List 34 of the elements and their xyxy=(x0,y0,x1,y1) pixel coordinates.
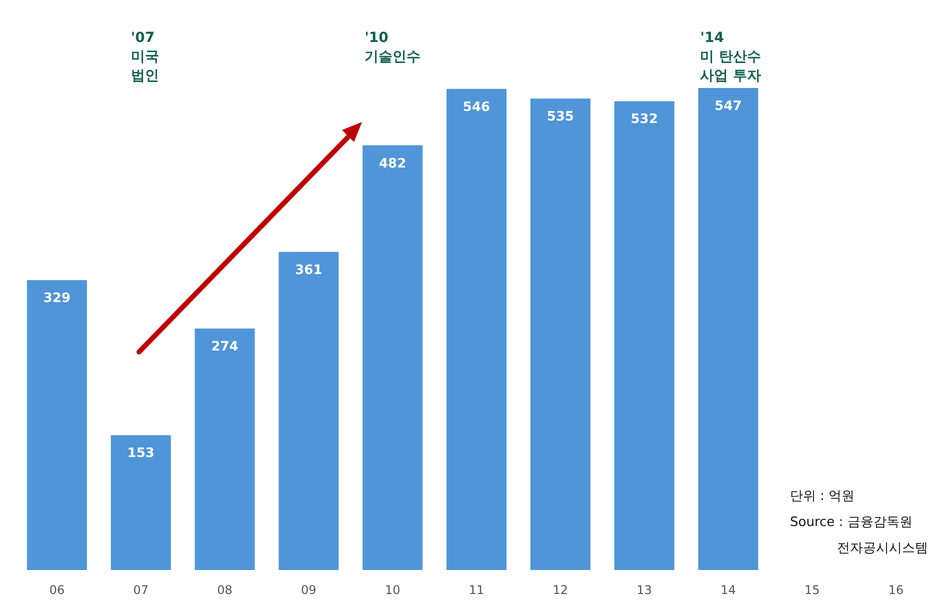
bar xyxy=(530,98,590,570)
x-tick-label: 13 xyxy=(636,583,652,597)
x-tick-label: 07 xyxy=(133,583,149,597)
x-tick-label: 12 xyxy=(552,583,568,597)
x-tick-label: 15 xyxy=(804,583,820,597)
text: '14 미 탄산수 사업 투자 xyxy=(700,30,762,84)
data-label: 547 xyxy=(714,99,742,114)
data-label: 546 xyxy=(462,100,490,115)
bar xyxy=(194,328,255,570)
text: '07 미국 법인 xyxy=(130,30,159,84)
x-tick-label: 08 xyxy=(217,583,232,597)
data-label: 329 xyxy=(43,291,71,306)
x-tick-label: 09 xyxy=(301,583,316,597)
text: '10 기술인수 xyxy=(364,30,421,65)
bar xyxy=(278,252,339,570)
bar xyxy=(698,88,758,570)
bar xyxy=(110,435,171,570)
bar xyxy=(614,101,674,570)
x-tick-label: 16 xyxy=(888,583,904,597)
annotation: 단위 : 억원 xyxy=(790,489,855,504)
data-label: 482 xyxy=(379,156,406,172)
x-tick-label: 06 xyxy=(49,583,65,597)
x-tick-label: 10 xyxy=(384,583,400,597)
bar xyxy=(362,145,423,570)
x-tick-label: 11 xyxy=(468,583,484,597)
data-label: 153 xyxy=(127,446,154,462)
bar xyxy=(26,280,87,570)
bar xyxy=(446,88,506,570)
annotation: Source : 금융감독원 전자공시시스템 xyxy=(790,515,928,556)
data-label: 361 xyxy=(295,262,322,278)
data-label: 274 xyxy=(211,340,238,355)
data-label: 535 xyxy=(546,110,574,125)
x-tick-label: 14 xyxy=(720,583,736,597)
data-label: 532 xyxy=(630,112,658,128)
